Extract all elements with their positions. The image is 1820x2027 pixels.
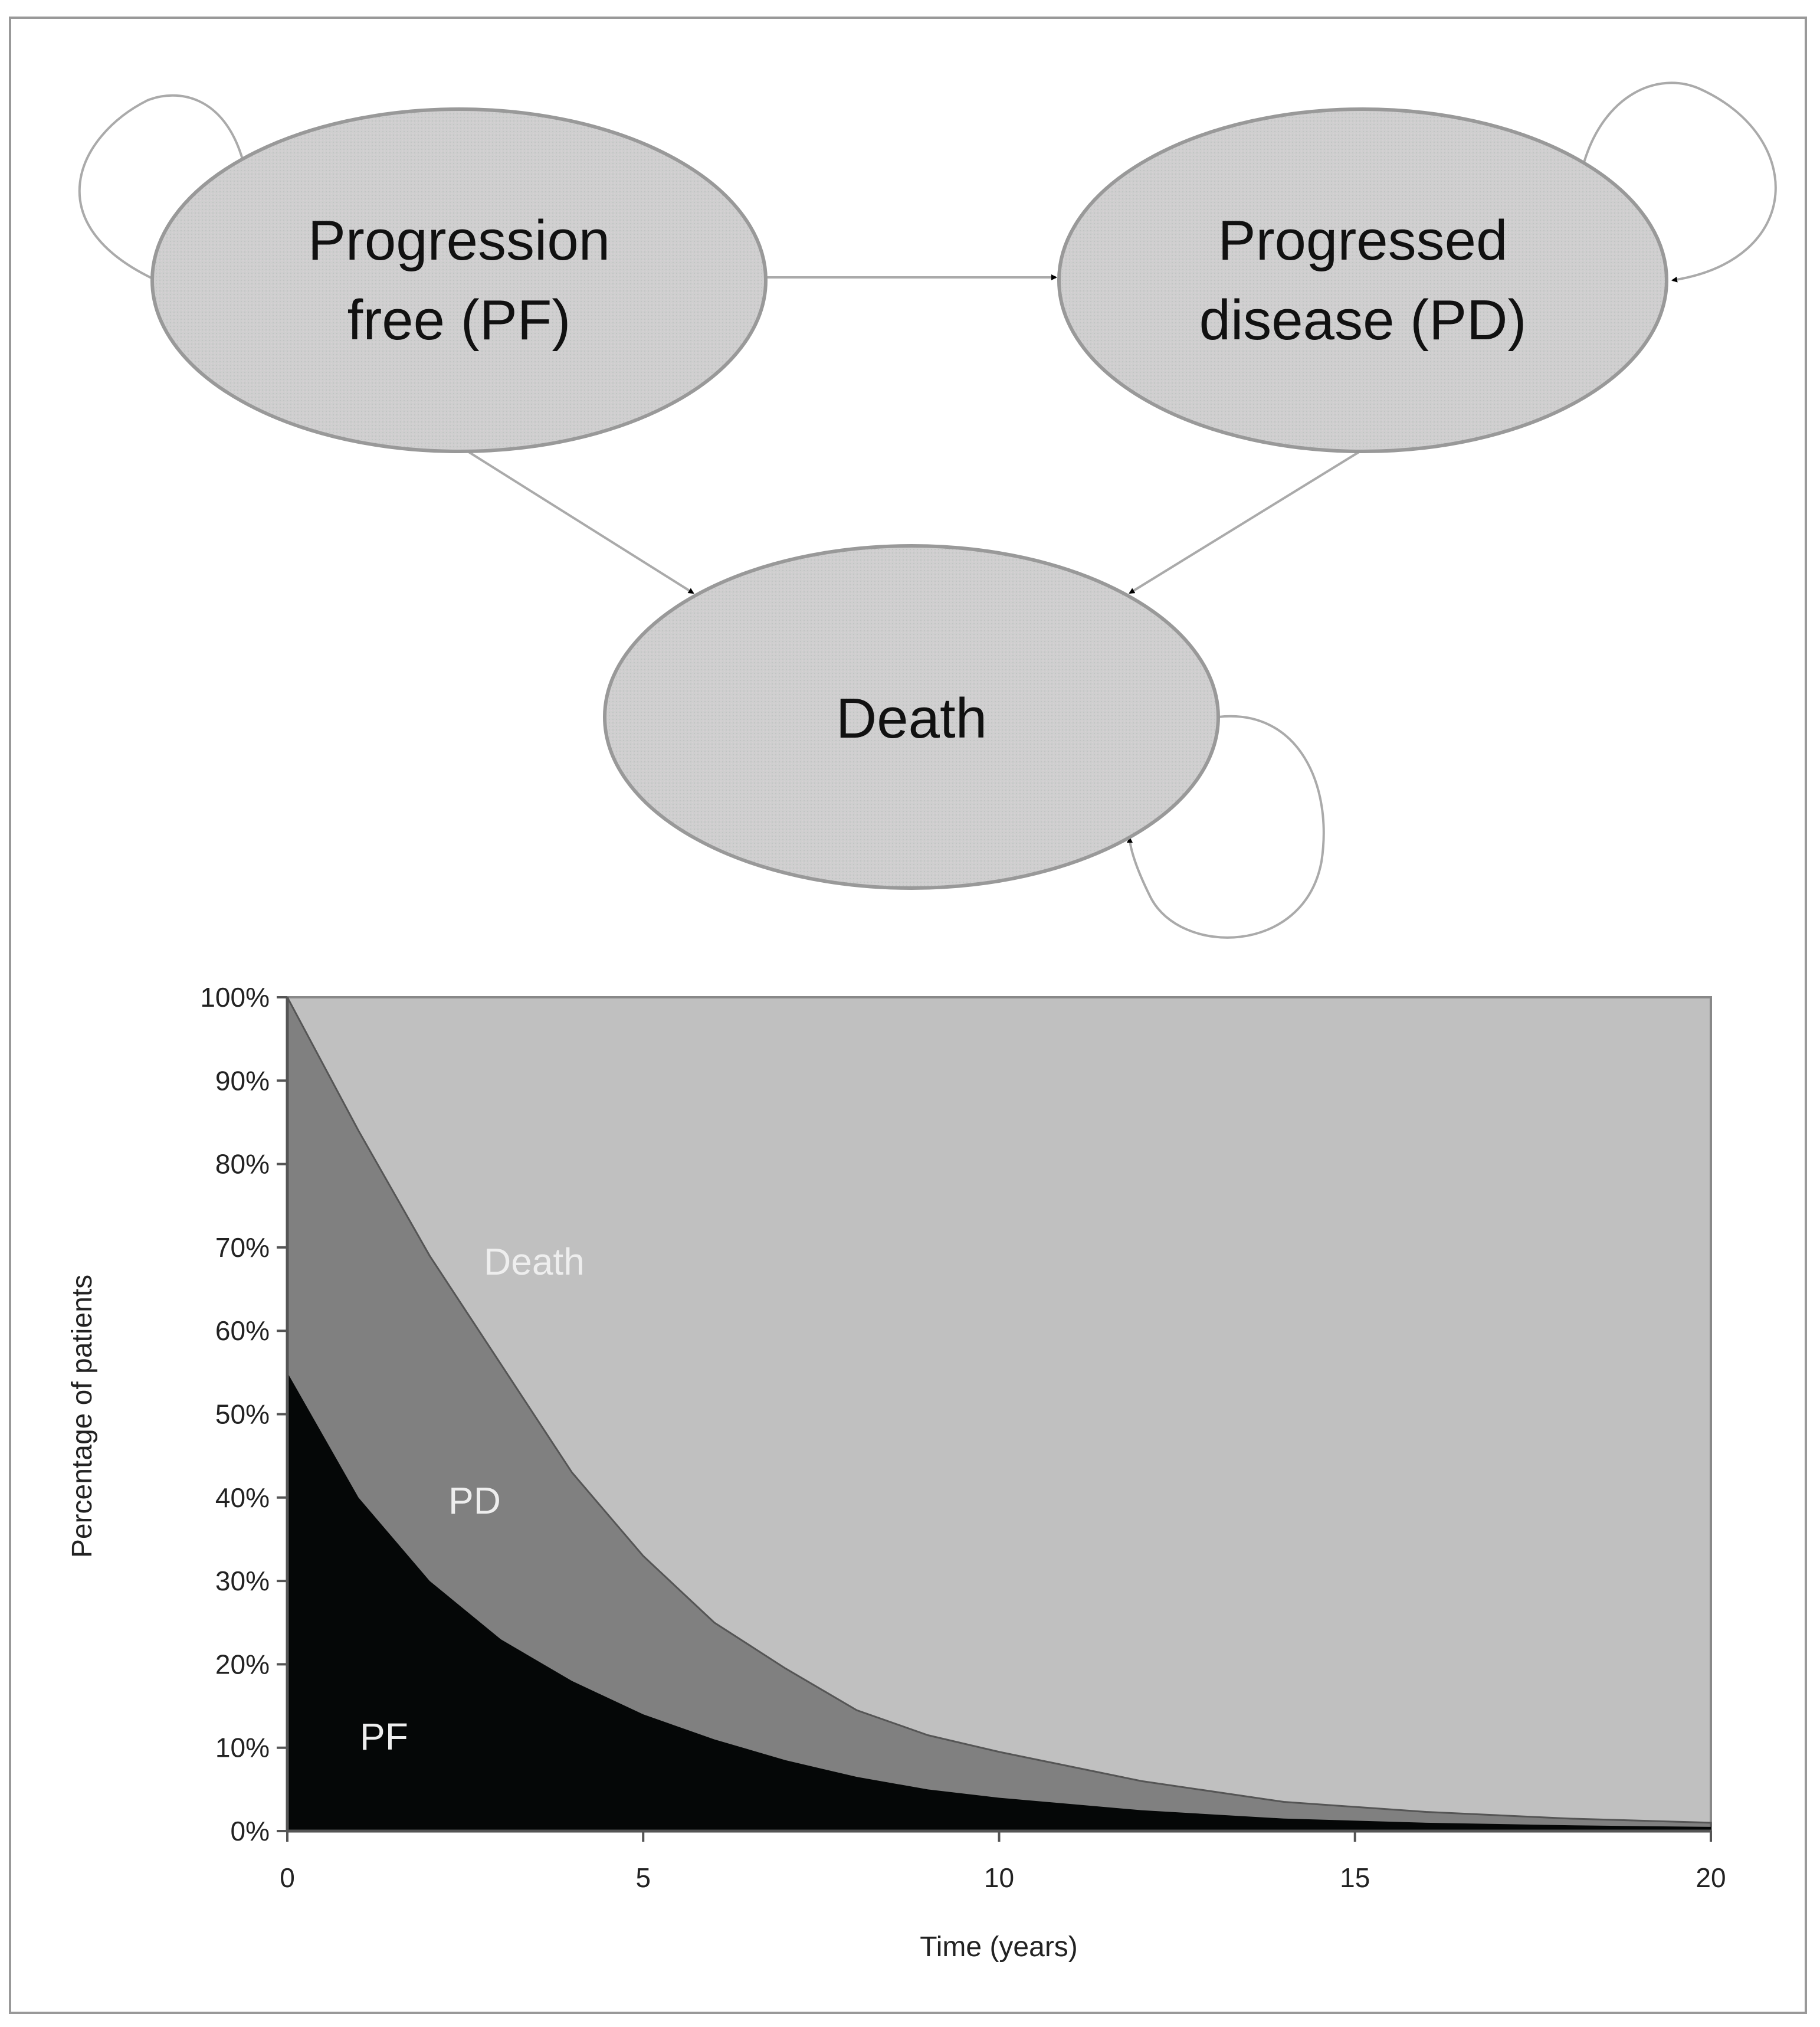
y-tick-label: 30% xyxy=(215,1566,270,1596)
area-label-pf: PF xyxy=(360,1715,408,1758)
y-tick-label: 60% xyxy=(215,1315,270,1346)
edge-pf-loop xyxy=(78,94,244,281)
y-tick-label: 90% xyxy=(215,1065,270,1096)
edge-pf-to-death xyxy=(462,447,694,594)
node-label-pd-line2: disease (PD) xyxy=(1199,289,1527,352)
x-axis-title: Time (years) xyxy=(920,1931,1078,1963)
edge-pd-loop xyxy=(1583,81,1777,283)
node-label-pf-line2: free (PF) xyxy=(347,289,571,352)
x-tick-label: 15 xyxy=(1340,1862,1370,1893)
area-label-death: Death xyxy=(484,1240,585,1283)
node-progressed-disease: Progressed disease (PD) xyxy=(1057,107,1668,453)
y-tick-label: 10% xyxy=(215,1733,270,1763)
figure-frame xyxy=(9,17,1807,2014)
area-pd xyxy=(286,997,1712,1832)
node-label-death: Death xyxy=(836,687,987,750)
x-tick-label: 5 xyxy=(635,1862,651,1893)
y-tick-label: 50% xyxy=(215,1399,270,1430)
edge-death-loop xyxy=(1127,715,1325,939)
x-tick-label: 0 xyxy=(280,1862,295,1893)
x-ticks: 0 5 10 15 20 xyxy=(280,1831,1726,1893)
diagram-edges xyxy=(78,81,1777,939)
node-death: Death xyxy=(603,544,1220,890)
y-tick-label: 80% xyxy=(215,1149,270,1180)
x-tick-label: 10 xyxy=(984,1862,1014,1893)
x-tick-label: 20 xyxy=(1696,1862,1726,1893)
area-label-pd: PD xyxy=(448,1479,501,1522)
y-tick-label: 40% xyxy=(215,1482,270,1513)
y-tick-label: 20% xyxy=(215,1649,270,1679)
area-pf xyxy=(287,1372,1711,1831)
node-progression-free: Progression free (PF) xyxy=(150,107,768,453)
y-tick-label: 100% xyxy=(200,982,270,1013)
edge-pd-to-death xyxy=(1129,448,1364,594)
node-label-pd-line1: Progressed xyxy=(1218,209,1508,272)
y-tick-label: 70% xyxy=(215,1232,270,1263)
y-tick-label: 0% xyxy=(231,1816,270,1846)
chart: 0% 10% 20% 30% 40% 50% 60% 70% 80% 90% 100% 0 5 10 15… xyxy=(67,982,1726,1963)
y-ticks: 0% 10% 20% 30% 40% 50% 60% 70% 80% 90% 100% xyxy=(200,982,287,1846)
y-axis-title: Percentage of patients xyxy=(67,1275,98,1558)
node-label-pf-line1: Progression xyxy=(308,209,610,272)
